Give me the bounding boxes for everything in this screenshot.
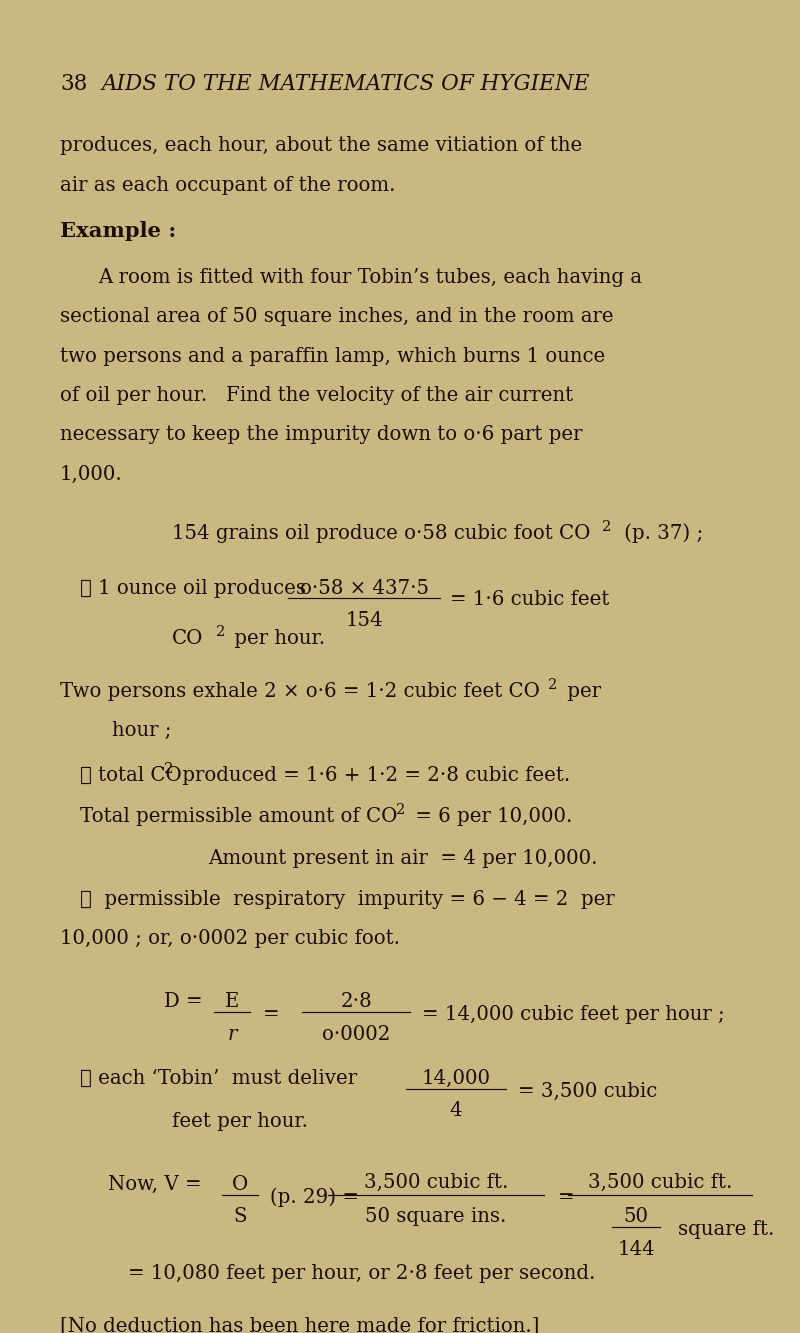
Text: 2·8: 2·8: [340, 992, 372, 1012]
Text: per: per: [561, 681, 601, 701]
Text: CO: CO: [172, 629, 203, 648]
Text: of oil per hour.   Find the velocity of the air current: of oil per hour. Find the velocity of th…: [60, 387, 573, 405]
Text: E: E: [225, 992, 239, 1012]
Text: 10,000 ; or, o·0002 per cubic foot.: 10,000 ; or, o·0002 per cubic foot.: [60, 929, 400, 948]
Text: (p. 29) =: (p. 29) =: [270, 1188, 359, 1208]
Text: Now, V =: Now, V =: [108, 1176, 202, 1194]
Text: D =: D =: [164, 992, 202, 1012]
Text: 3,500 cubic ft.: 3,500 cubic ft.: [588, 1173, 732, 1192]
Text: 154: 154: [345, 611, 383, 631]
Text: ∴ total CO: ∴ total CO: [80, 766, 182, 785]
Text: 50: 50: [623, 1208, 649, 1226]
Text: 50 square ins.: 50 square ins.: [366, 1208, 506, 1226]
Text: r: r: [227, 1025, 237, 1044]
Text: 2: 2: [164, 762, 174, 776]
Text: = 6 per 10,000.: = 6 per 10,000.: [409, 808, 572, 826]
Text: Two persons exhale 2 × o·6 = 1·2 cubic feet CO: Two persons exhale 2 × o·6 = 1·2 cubic f…: [60, 681, 540, 701]
Text: S: S: [234, 1208, 246, 1226]
Text: 2: 2: [548, 677, 558, 692]
Text: square ft.: square ft.: [678, 1220, 774, 1238]
Text: Example :: Example :: [60, 221, 176, 241]
Text: =: =: [558, 1188, 574, 1206]
Text: (p. 37) ;: (p. 37) ;: [618, 524, 704, 544]
Text: 2: 2: [216, 625, 226, 639]
Text: o·0002: o·0002: [322, 1025, 390, 1044]
Text: = 1·6 cubic feet: = 1·6 cubic feet: [450, 591, 610, 609]
Text: Total permissible amount of CO: Total permissible amount of CO: [80, 808, 398, 826]
Text: =: =: [262, 1005, 279, 1024]
Text: 144: 144: [617, 1240, 655, 1258]
Text: sectional area of 50 square inches, and in the room are: sectional area of 50 square inches, and …: [60, 308, 614, 327]
Text: ∴  permissible  respiratory  impurity = 6 − 4 = 2  per: ∴ permissible respiratory impurity = 6 −…: [80, 890, 614, 909]
Text: air as each occupant of the room.: air as each occupant of the room.: [60, 176, 395, 195]
Text: [No deduction has been here made for friction.]: [No deduction has been here made for fri…: [60, 1317, 539, 1333]
Text: 4: 4: [450, 1101, 462, 1120]
Text: Amount present in air  = 4 per 10,000.: Amount present in air = 4 per 10,000.: [208, 849, 598, 868]
Text: o·58 × 437·5: o·58 × 437·5: [299, 579, 429, 597]
Text: produces, each hour, about the same vitiation of the: produces, each hour, about the same viti…: [60, 136, 582, 155]
Text: two persons and a paraffin lamp, which burns 1 ounce: two persons and a paraffin lamp, which b…: [60, 347, 606, 365]
Text: necessary to keep the impurity down to o·6 part per: necessary to keep the impurity down to o…: [60, 425, 582, 444]
Text: O: O: [232, 1176, 248, 1194]
Text: = 10,080 feet per hour, or 2·8 feet per second.: = 10,080 feet per hour, or 2·8 feet per …: [128, 1264, 595, 1282]
Text: produced = 1·6 + 1·2 = 2·8 cubic feet.: produced = 1·6 + 1·2 = 2·8 cubic feet.: [176, 766, 570, 785]
Text: 154 grains oil produce o·58 cubic foot CO: 154 grains oil produce o·58 cubic foot C…: [172, 524, 590, 543]
Text: ∴ each ‘Tobin’  must deliver: ∴ each ‘Tobin’ must deliver: [80, 1069, 357, 1088]
Text: A room is fitted with four Tobin’s tubes, each having a: A room is fitted with four Tobin’s tubes…: [98, 268, 642, 287]
Text: 2: 2: [602, 520, 612, 533]
Text: 14,000: 14,000: [422, 1069, 490, 1088]
Text: 3,500 cubic ft.: 3,500 cubic ft.: [364, 1173, 508, 1192]
Text: ∴ 1 ounce oil produces: ∴ 1 ounce oil produces: [80, 579, 306, 597]
Text: per hour.: per hour.: [228, 629, 325, 648]
Text: = 3,500 cubic: = 3,500 cubic: [518, 1081, 658, 1101]
Text: feet per hour.: feet per hour.: [172, 1112, 308, 1132]
Text: AIDS TO THE MATHEMATICS OF HYGIENE: AIDS TO THE MATHEMATICS OF HYGIENE: [102, 73, 590, 96]
Text: 38: 38: [60, 73, 87, 96]
Text: 2: 2: [396, 804, 406, 817]
Text: = 14,000 cubic feet per hour ;: = 14,000 cubic feet per hour ;: [422, 1005, 724, 1024]
Text: 1,000.: 1,000.: [60, 465, 122, 484]
Text: hour ;: hour ;: [112, 721, 171, 740]
